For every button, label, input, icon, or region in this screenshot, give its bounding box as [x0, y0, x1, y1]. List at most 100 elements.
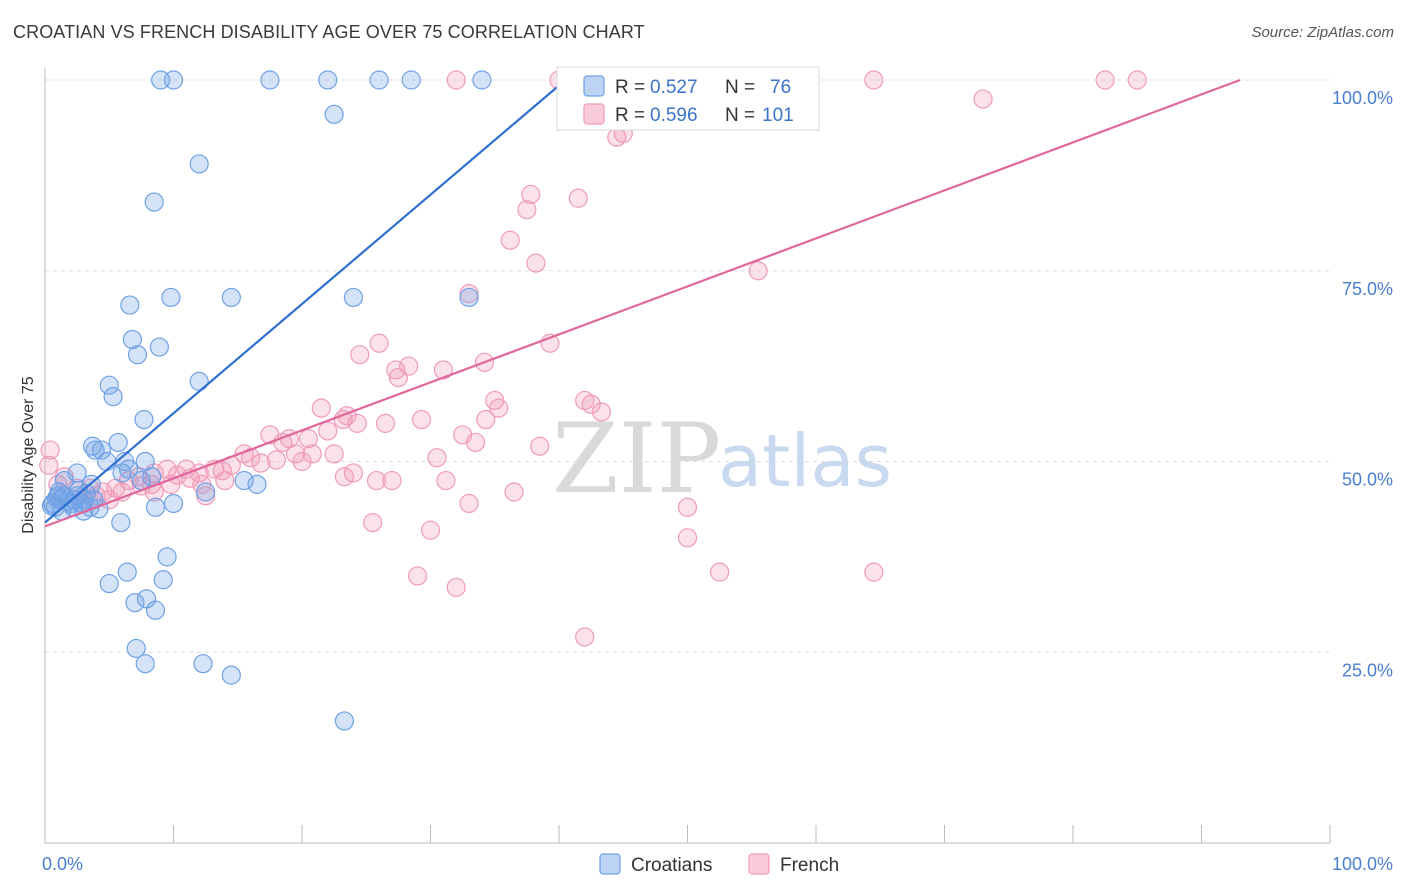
- french-point: [1127, 70, 1147, 90]
- french-point: [408, 566, 428, 586]
- french-point: [489, 398, 509, 418]
- legend-croatians-r-label: R =: [615, 77, 645, 98]
- legend-french-swatch: [583, 103, 605, 125]
- french-point: [386, 360, 406, 380]
- legend-croatians-n-value: 76: [770, 77, 791, 98]
- croatians-point: [472, 70, 492, 90]
- croatians-point: [221, 287, 241, 308]
- french-point: [476, 409, 496, 430]
- croatians-point: [125, 593, 145, 613]
- legend-french-r-label: R =: [615, 105, 645, 126]
- french-point: [677, 497, 698, 517]
- croatians-point: [459, 287, 479, 308]
- croatians-point: [163, 70, 184, 90]
- croatians-point: [134, 409, 154, 430]
- croatians-point: [135, 654, 155, 674]
- croatians-point: [157, 547, 177, 567]
- y-tick-label: 50.0%: [1342, 470, 1393, 490]
- french-point: [212, 461, 232, 481]
- croatians-point: [334, 711, 355, 731]
- french-point: [591, 402, 612, 422]
- croatians-point: [149, 337, 169, 357]
- croatians-point: [46, 488, 67, 508]
- croatians-point: [99, 375, 119, 395]
- croatians-point: [318, 70, 338, 90]
- french-point: [607, 127, 627, 147]
- french-point: [427, 448, 447, 468]
- french-point: [748, 261, 768, 281]
- french-point: [521, 184, 541, 205]
- legend-croatians-n-label: N =: [725, 77, 755, 98]
- croatians-points: [41, 70, 492, 731]
- y-axis-label: Disability Age Over 75: [20, 376, 37, 534]
- x-tick-label: 0.0%: [42, 854, 83, 874]
- french-point: [285, 444, 306, 464]
- croatians-point: [153, 570, 173, 590]
- croatians-point: [234, 470, 254, 491]
- croatians-point: [126, 638, 146, 659]
- french-point: [251, 453, 271, 473]
- bottom-legend-french-swatch: [748, 853, 770, 875]
- croatians-point: [221, 665, 241, 685]
- legend-croatians-r-value: 0.527: [650, 77, 698, 98]
- croatians-point: [247, 474, 267, 494]
- french-point: [375, 413, 396, 433]
- grid-lines: [45, 79, 1330, 653]
- y-tick-label: 100.0%: [1332, 88, 1393, 108]
- french-point: [266, 450, 286, 470]
- croatians-point: [193, 654, 213, 674]
- croatians-point: [122, 329, 142, 350]
- french-point: [350, 345, 370, 365]
- french-point: [334, 467, 355, 487]
- french-point: [677, 528, 698, 548]
- french-point: [526, 253, 546, 273]
- french-point: [324, 444, 344, 464]
- legend-french-r-value: 0.596: [650, 105, 698, 126]
- french-point: [530, 436, 550, 456]
- croatians-point: [144, 192, 164, 212]
- french-point: [459, 493, 479, 514]
- croatians-point: [127, 345, 148, 365]
- stats-legend: R = 0.527 N = 76 R = 0.596 N = 101: [556, 66, 820, 131]
- french-point: [864, 70, 884, 90]
- y-tick-labels: 25.0% 50.0% 75.0% 100.0%: [1332, 88, 1393, 680]
- bottom-legend-croatians-label: Croatians: [631, 855, 712, 876]
- croatians-point: [401, 70, 421, 90]
- french-point: [366, 470, 387, 491]
- croatians-point: [161, 287, 181, 308]
- croatians-point: [85, 440, 105, 460]
- french-point: [411, 409, 432, 430]
- croatians-point: [189, 371, 209, 391]
- croatians-trend-line: [44, 79, 567, 524]
- french-point: [39, 455, 59, 475]
- source-label: Source: ZipAtlas.com: [1251, 24, 1394, 41]
- y-tick-label: 25.0%: [1342, 660, 1393, 680]
- croatians-point: [145, 600, 166, 620]
- axes: [44, 68, 1331, 844]
- french-point: [436, 470, 456, 491]
- legend-french-n-value: 101: [762, 105, 794, 126]
- french-point: [710, 562, 730, 582]
- french-point: [298, 429, 319, 449]
- croatians-point: [163, 493, 184, 514]
- french-point: [500, 230, 520, 250]
- croatians-point: [91, 440, 112, 460]
- french-point: [433, 360, 453, 380]
- croatians-point: [369, 70, 389, 90]
- watermark-zip: ZIP: [552, 403, 721, 515]
- chart-title: CROATIAN VS FRENCH DISABILITY AGE OVER 7…: [13, 22, 645, 42]
- croatians-point: [97, 451, 117, 472]
- croatians-point: [145, 497, 166, 517]
- croatians-point: [111, 512, 131, 533]
- bottom-legend-croatians-swatch: [599, 853, 621, 875]
- french-point: [453, 425, 473, 445]
- watermark-atlas: atlas: [718, 419, 892, 503]
- croatians-point: [112, 463, 132, 483]
- croatians-point: [108, 432, 128, 453]
- french-point: [420, 520, 441, 540]
- french-point: [864, 562, 884, 582]
- french-point: [517, 200, 537, 220]
- bottom-legend-french-label: French: [780, 855, 839, 876]
- french-trend-line: [44, 78, 1241, 528]
